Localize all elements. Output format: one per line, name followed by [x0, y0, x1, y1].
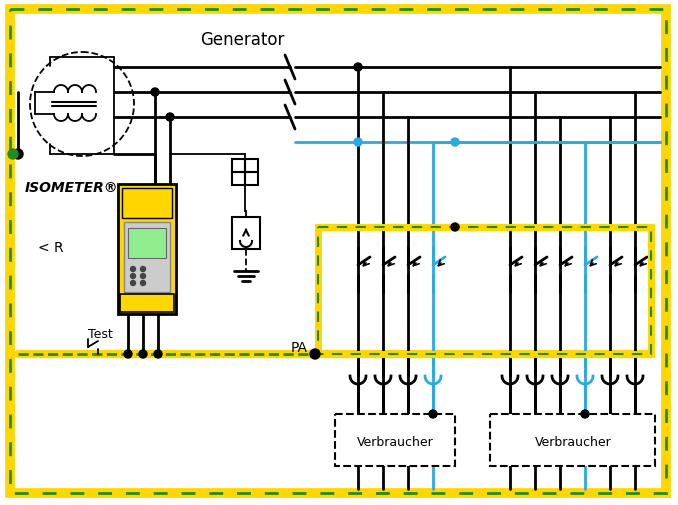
Bar — [245, 173, 258, 186]
Bar — [490, 414, 655, 466]
Circle shape — [124, 350, 132, 358]
Circle shape — [13, 149, 23, 160]
Bar — [118, 185, 176, 315]
Text: Test: Test — [88, 328, 113, 341]
Circle shape — [310, 349, 320, 359]
Bar — [122, 189, 172, 219]
Bar — [120, 294, 174, 313]
Circle shape — [151, 89, 159, 97]
Bar — [335, 414, 455, 466]
Bar — [232, 218, 260, 249]
Circle shape — [166, 114, 174, 122]
Circle shape — [140, 274, 146, 279]
Circle shape — [140, 281, 146, 286]
Circle shape — [354, 139, 362, 147]
Circle shape — [140, 267, 146, 272]
Text: Verbraucher: Verbraucher — [535, 436, 612, 448]
Circle shape — [451, 139, 459, 147]
Bar — [124, 223, 170, 292]
Circle shape — [451, 224, 459, 231]
Circle shape — [130, 281, 136, 286]
Bar — [232, 160, 245, 173]
Bar — [128, 229, 166, 259]
Text: Generator: Generator — [200, 31, 284, 49]
Text: PA: PA — [291, 340, 308, 355]
Circle shape — [130, 267, 136, 272]
Bar — [245, 160, 258, 173]
Bar — [232, 173, 245, 186]
Circle shape — [8, 149, 18, 160]
Text: Verbraucher: Verbraucher — [357, 436, 433, 448]
Text: < R: < R — [38, 240, 64, 255]
Circle shape — [130, 274, 136, 279]
Circle shape — [139, 350, 147, 358]
Text: ISOMETER®: ISOMETER® — [25, 181, 119, 194]
Circle shape — [581, 410, 589, 418]
Circle shape — [154, 350, 162, 358]
Circle shape — [429, 410, 437, 418]
Circle shape — [354, 64, 362, 72]
